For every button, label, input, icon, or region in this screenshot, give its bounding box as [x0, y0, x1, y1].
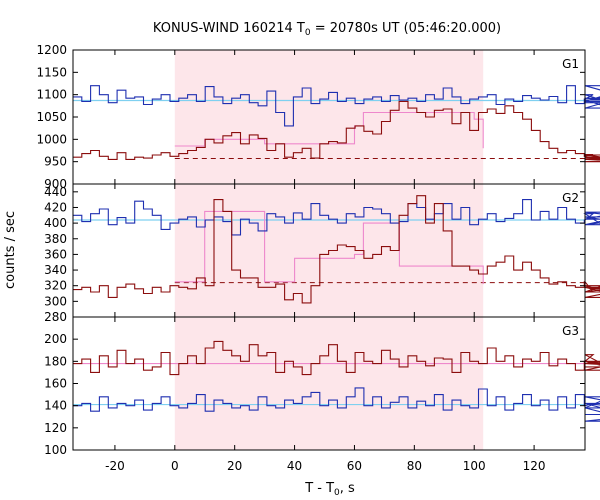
G2-blue-series — [73, 199, 600, 236]
G1-y-tick-label: 950 — [44, 155, 67, 169]
chart-title: KONUS-WIND 160214 T0 = 20780s UT (05:46:… — [153, 21, 501, 38]
G3-panel-label: G3 — [562, 324, 579, 338]
x-tick-label: 100 — [463, 459, 486, 473]
x-tick-label: 20 — [227, 459, 242, 473]
G3-y-tick-label: 120 — [44, 421, 67, 435]
G2-panel-label: G2 — [562, 191, 579, 205]
x-tick-label: 0 — [171, 459, 179, 473]
G2-y-tick-label: 420 — [44, 200, 67, 214]
G3-red-series — [73, 340, 600, 376]
G3-y-tick-label: 160 — [44, 377, 67, 391]
x-tick-label: 120 — [523, 459, 546, 473]
G1-y-tick-label: 1150 — [36, 65, 67, 79]
G2-y-tick-label: 280 — [44, 310, 67, 324]
G1-red-fit-line — [174, 111, 484, 149]
x-axis-label: T - T0, s — [304, 481, 355, 498]
x-tick-label: -20 — [105, 459, 125, 473]
G1-y-tick-label: 1100 — [36, 88, 67, 102]
G1-blue-series — [73, 85, 600, 127]
G2-y-tick-label: 300 — [44, 294, 67, 308]
G3-y-tick-label: 100 — [44, 443, 67, 457]
G1-y-tick-label: 900 — [44, 177, 67, 191]
G3-y-tick-label: 180 — [44, 354, 67, 368]
G3-y-tick-label: 200 — [44, 332, 67, 346]
G2-y-tick-label: 360 — [44, 247, 67, 261]
x-tick-label: 60 — [347, 459, 362, 473]
x-tick-label: 80 — [407, 459, 422, 473]
G1-y-tick-label: 1200 — [36, 43, 67, 57]
G1-red-series — [73, 100, 600, 163]
G3-y-tick-label: 140 — [44, 399, 67, 413]
G1-y-tick-label: 1000 — [36, 132, 67, 146]
G2-red-series — [73, 195, 600, 304]
G2-y-tick-label: 380 — [44, 232, 67, 246]
G1-panel-label: G1 — [562, 57, 579, 71]
G1-y-tick-label: 1050 — [36, 110, 67, 124]
G2-y-tick-label: 400 — [44, 216, 67, 230]
G2-y-tick-label: 320 — [44, 279, 67, 293]
G3-panel-frame — [72, 316, 586, 451]
G2-red-fit-line — [174, 210, 484, 285]
G2-y-tick-label: 340 — [44, 263, 67, 277]
y-axis-label: counts / sec — [3, 211, 18, 289]
x-tick-label: 40 — [287, 459, 302, 473]
G3-blue-series — [73, 387, 600, 422]
G2-y-tick-label: 440 — [44, 185, 67, 199]
